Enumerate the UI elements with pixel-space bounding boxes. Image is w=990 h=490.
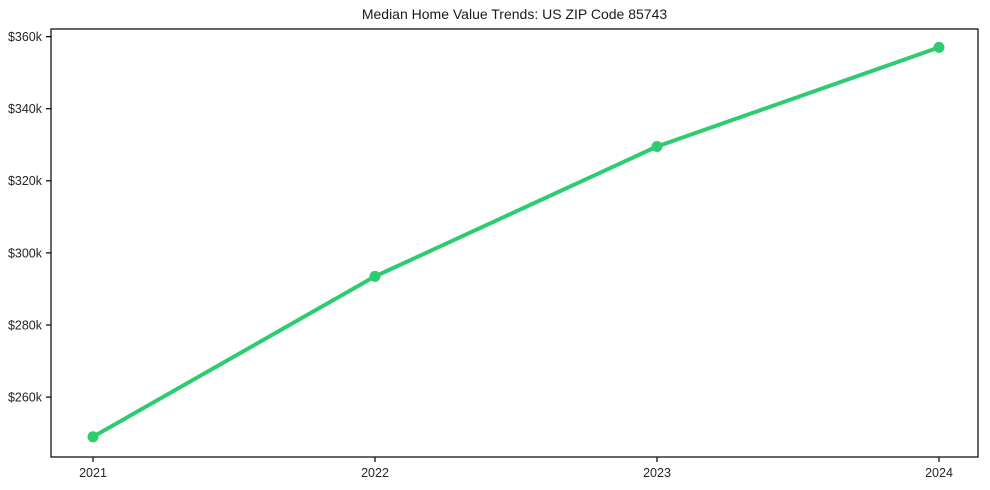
chart-title: Median Home Value Trends: US ZIP Code 85… <box>361 6 668 22</box>
y-tick-label: $320k <box>8 174 43 188</box>
data-point-marker <box>87 431 99 443</box>
y-tick-label: $340k <box>8 102 43 116</box>
trend-line <box>91 45 941 439</box>
data-point-marker <box>933 41 945 53</box>
data-point-marker <box>369 270 381 282</box>
y-tick-label: $280k <box>8 318 43 332</box>
x-tick-label: 2023 <box>643 466 671 480</box>
y-tick-label: $300k <box>8 246 43 260</box>
y-tick-label: $360k <box>8 30 43 44</box>
x-tick-label: 2022 <box>361 466 389 480</box>
data-point-marker <box>651 141 663 152</box>
plot-border <box>50 28 979 458</box>
x-tick-label: 2024 <box>925 466 953 480</box>
x-tick-label: 2021 <box>79 466 107 480</box>
y-tick-label: $260k <box>8 390 43 404</box>
